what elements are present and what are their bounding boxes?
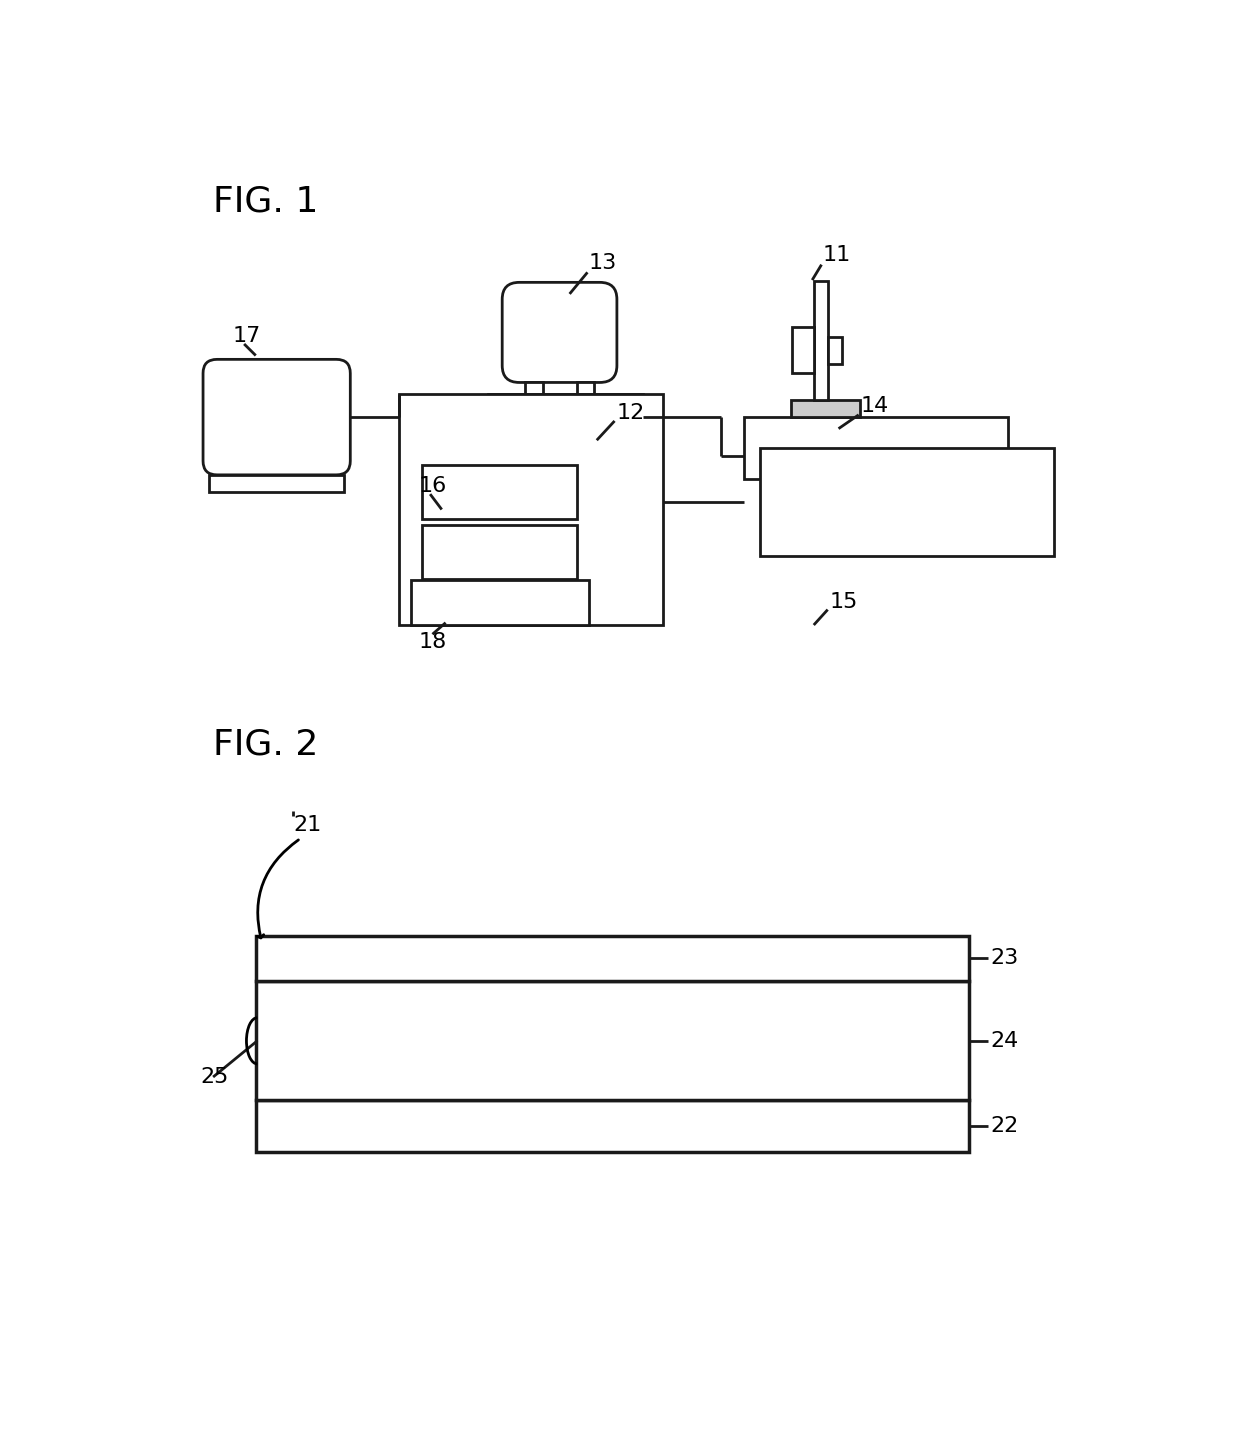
Text: 21: 21	[293, 815, 321, 835]
Text: 25: 25	[200, 1067, 228, 1087]
Bar	[399, 394, 662, 624]
Bar	[526, 383, 543, 394]
Text: FIG. 2: FIG. 2	[213, 727, 319, 762]
Bar	[255, 1100, 968, 1152]
Text: 13: 13	[589, 253, 618, 273]
Bar	[423, 464, 578, 519]
Text: 17: 17	[233, 326, 260, 346]
Bar	[410, 580, 589, 624]
Text: 18: 18	[419, 632, 446, 652]
Bar	[255, 936, 968, 980]
Text: 24: 24	[991, 1030, 1019, 1050]
Bar	[791, 400, 861, 417]
Text: 16: 16	[419, 476, 446, 496]
Bar	[255, 980, 968, 1100]
Bar	[813, 282, 828, 400]
FancyBboxPatch shape	[203, 359, 351, 474]
Bar	[210, 474, 345, 492]
Text: FIG. 1: FIG. 1	[213, 184, 319, 219]
Bar	[423, 524, 578, 579]
Text: 15: 15	[830, 592, 858, 612]
Bar	[792, 327, 813, 373]
Bar	[828, 337, 842, 364]
Text: 14: 14	[861, 396, 889, 416]
Text: 23: 23	[991, 949, 1019, 969]
Text: 11: 11	[823, 246, 852, 266]
Bar	[489, 394, 644, 494]
FancyBboxPatch shape	[502, 283, 618, 383]
Text: 12: 12	[616, 403, 645, 423]
Text: 22: 22	[991, 1116, 1019, 1136]
Bar	[744, 417, 1007, 479]
Bar	[577, 383, 594, 394]
Bar	[759, 447, 1054, 556]
